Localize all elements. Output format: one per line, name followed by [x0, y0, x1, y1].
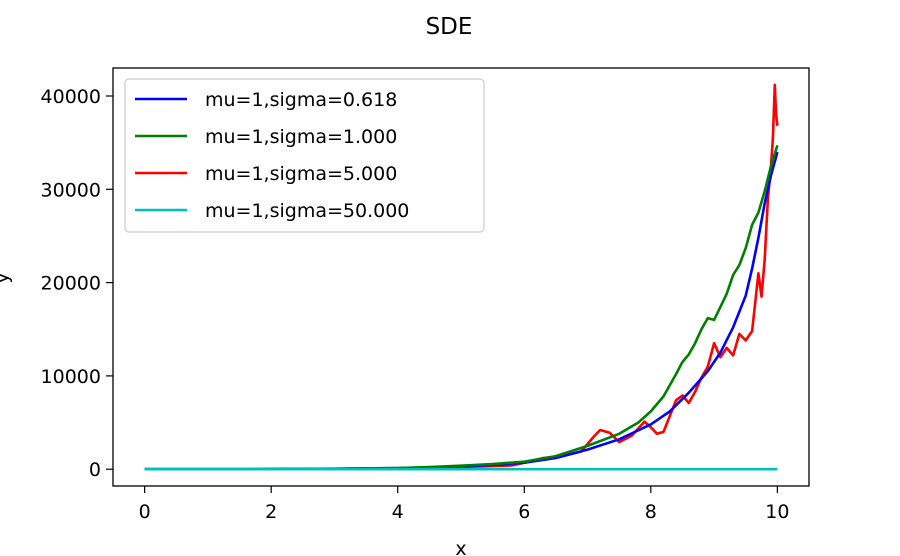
y-tick-label-3: 30000 [41, 179, 101, 201]
legend-label-2: mu=1,sigma=5.000 [205, 163, 397, 185]
x-tick-label-5: 10 [765, 501, 789, 523]
y-tick-label-1: 10000 [41, 366, 101, 388]
x-tick-label-2: 4 [392, 501, 404, 523]
series-layer [144, 83, 779, 471]
legend-box [124, 78, 485, 233]
x-tick-label-3: 6 [518, 501, 530, 523]
x-tick-label-0: 0 [139, 501, 151, 523]
x-tick-label-1: 2 [265, 501, 277, 523]
y-tick-label-0: 0 [89, 459, 101, 481]
y-tick-label-4: 40000 [41, 86, 101, 108]
y-axis-label: y [0, 272, 13, 283]
legend-label-1: mu=1,sigma=1.000 [205, 126, 397, 148]
x-axis-label: x [455, 538, 466, 556]
legend-label-3: mu=1,sigma=50.000 [205, 200, 409, 222]
legend-label-0: mu=1,sigma=0.618 [205, 89, 397, 111]
plot-frame [112, 67, 810, 487]
y-axis: 0 10000 20000 30000 40000 [41, 86, 113, 481]
chart-title: SDE [426, 14, 473, 40]
x-tick-label-4: 8 [645, 501, 657, 523]
x-axis: 0 2 4 6 8 10 [139, 486, 789, 523]
series-line-1 [144, 145, 779, 471]
y-tick-label-2: 20000 [41, 273, 101, 295]
legend: mu=1,sigma=0.618 mu=1,sigma=1.000 mu=1,sig… [124, 78, 485, 233]
